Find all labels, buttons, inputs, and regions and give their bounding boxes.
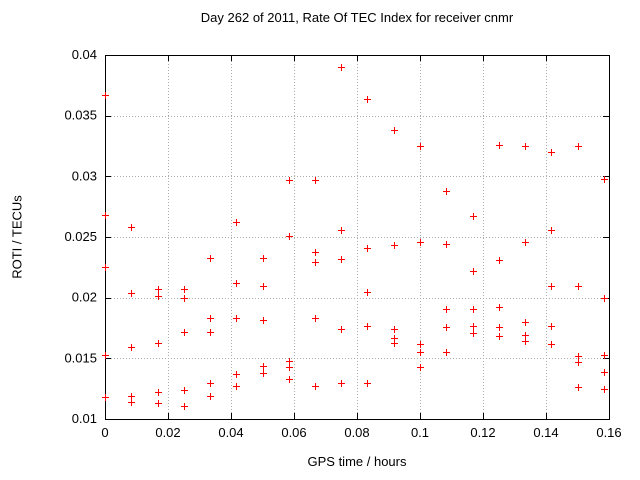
x-tick-label: 0.02 (155, 425, 180, 440)
x-tick-label: 0.12 (470, 425, 495, 440)
plot-border (105, 55, 610, 420)
x-tick-label: 0.04 (218, 425, 243, 440)
x-tick-label: 0.08 (344, 425, 369, 440)
y-tick-label: 0.015 (64, 350, 97, 365)
x-tick-label: 0.16 (596, 425, 621, 440)
y-tick-label: 0.03 (72, 168, 97, 183)
y-tick-label: 0.02 (72, 290, 97, 305)
x-tick-label: 0 (101, 425, 108, 440)
y-tick-label: 0.035 (64, 108, 97, 123)
x-tick-label: 0.14 (533, 425, 558, 440)
x-axis-title: GPS time / hours (307, 454, 407, 469)
y-tick-label: 0.01 (72, 411, 97, 426)
x-tick-label: 0.1 (411, 425, 429, 440)
y-tick-label: 0.04 (72, 47, 97, 62)
y-tick-label: 0.025 (64, 229, 97, 244)
chart-title: Day 262 of 2011, Rate Of TEC Index for r… (200, 10, 514, 25)
x-tick-label: 0.06 (281, 425, 306, 440)
